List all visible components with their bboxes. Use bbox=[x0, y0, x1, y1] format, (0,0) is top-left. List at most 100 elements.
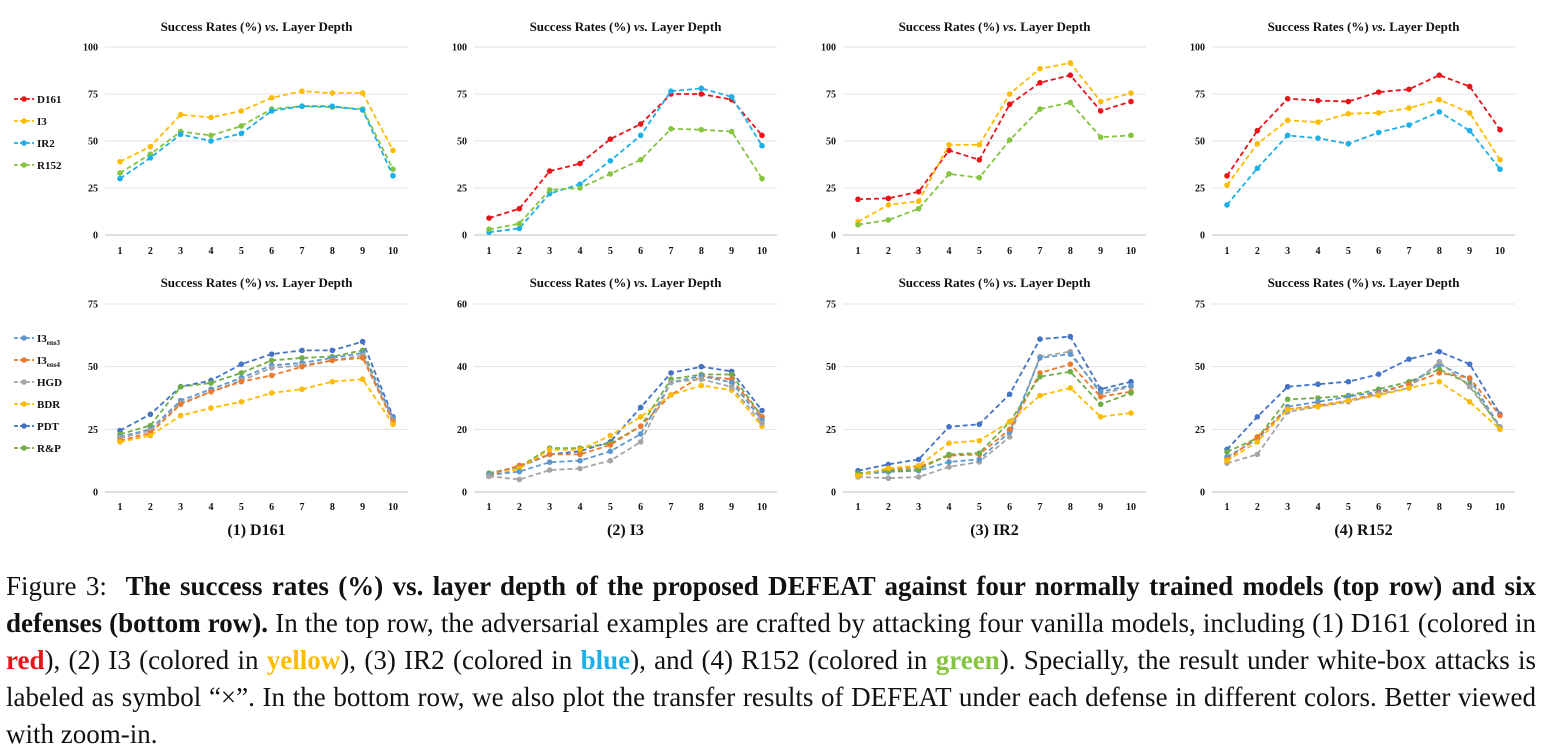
data-point bbox=[946, 440, 952, 446]
data-point bbox=[329, 357, 336, 364]
series-rp bbox=[855, 368, 1134, 477]
series-line bbox=[488, 384, 763, 478]
data-point bbox=[1497, 157, 1503, 163]
data-point bbox=[1067, 385, 1074, 391]
chart-title-vs: vs. bbox=[1372, 275, 1389, 290]
chart-panel-bottom-2: Success Rates (%) vs. Layer Depth 0 20 40 60… bbox=[457, 275, 777, 539]
legend-label-main: I3 bbox=[37, 355, 47, 367]
data-point bbox=[117, 175, 123, 182]
chart-panel-top-4: Success Rates (%) vs. Layer Depth0255075… bbox=[1190, 19, 1515, 257]
series-line bbox=[1226, 74, 1501, 177]
y-tick-label: 0 bbox=[462, 231, 467, 242]
data-point bbox=[1037, 336, 1043, 342]
series-r152 bbox=[855, 99, 1134, 228]
data-point bbox=[668, 88, 674, 94]
chart-title-prefix: Success Rates (%) bbox=[899, 275, 1003, 290]
data-point bbox=[976, 450, 983, 456]
data-point bbox=[1006, 91, 1013, 97]
legend-item: I3ens4 bbox=[14, 355, 61, 369]
y-tick-label: 50 bbox=[88, 362, 98, 373]
series-i3 bbox=[855, 60, 1134, 225]
chart-title-prefix: Success Rates (%) bbox=[161, 19, 265, 34]
data-point bbox=[637, 439, 644, 445]
y-tick-label: 50 bbox=[1195, 137, 1205, 148]
legend-item: R152 bbox=[14, 160, 62, 172]
data-point bbox=[117, 439, 123, 445]
legend-top: D161 I3 IR2 R152 bbox=[14, 94, 62, 172]
x-tick-label: 8 bbox=[699, 502, 704, 513]
subfigure-label: (2) I3 bbox=[607, 522, 644, 539]
data-point bbox=[390, 166, 396, 172]
x-tick-label: 4 bbox=[578, 502, 583, 513]
x-tick-label: 1 bbox=[1225, 502, 1230, 513]
series-line bbox=[857, 62, 1132, 223]
data-point bbox=[238, 370, 245, 376]
legend-swatch-marker bbox=[21, 140, 27, 146]
x-tick-label: 4 bbox=[947, 502, 952, 513]
data-point bbox=[759, 132, 765, 139]
y-tick-label: 25 bbox=[826, 184, 836, 195]
data-point bbox=[546, 451, 553, 458]
legend-label-main: PDT bbox=[37, 421, 60, 433]
data-point bbox=[1224, 182, 1230, 188]
y-tick-label: 50 bbox=[1195, 362, 1205, 373]
x-tick-label: 10 bbox=[1495, 246, 1505, 257]
data-point bbox=[268, 365, 275, 371]
data-point bbox=[577, 465, 583, 472]
legend-item: D161 bbox=[14, 94, 61, 106]
data-point bbox=[1497, 166, 1503, 172]
data-point bbox=[759, 407, 765, 414]
data-point bbox=[1006, 434, 1013, 440]
legend-item: HGD bbox=[14, 377, 62, 389]
data-point bbox=[855, 472, 861, 479]
data-point bbox=[1006, 426, 1013, 433]
data-point bbox=[238, 378, 245, 385]
series-i3ens3 bbox=[855, 351, 1134, 478]
caption-text-3: ), (3) IR2 (colored in bbox=[340, 645, 573, 675]
data-point bbox=[1006, 137, 1013, 143]
x-tick-label: 6 bbox=[1007, 502, 1012, 513]
subfigure-label: (4) R152 bbox=[1334, 522, 1392, 539]
data-point bbox=[915, 462, 922, 469]
x-tick-label: 10 bbox=[1126, 246, 1136, 257]
data-point bbox=[516, 220, 523, 227]
data-point bbox=[1375, 392, 1382, 399]
chart-title: Success Rates (%) vs. Layer Depth bbox=[161, 19, 354, 34]
legend-item: I3 bbox=[14, 116, 47, 128]
data-point bbox=[728, 94, 735, 100]
data-point bbox=[208, 388, 214, 395]
series-line bbox=[488, 375, 763, 476]
data-point bbox=[946, 459, 952, 465]
series-line bbox=[857, 335, 1132, 472]
legend-item: R&P bbox=[14, 443, 61, 455]
data-point bbox=[915, 474, 922, 480]
data-point bbox=[1345, 141, 1352, 147]
x-tick-label: 3 bbox=[547, 246, 552, 257]
legend-label: R152 bbox=[37, 160, 62, 172]
data-point bbox=[915, 205, 922, 212]
chart-title-vs: vs. bbox=[265, 19, 282, 34]
series-r152 bbox=[486, 125, 765, 233]
x-tick-label: 7 bbox=[1038, 246, 1043, 257]
legend-item: IR2 bbox=[14, 138, 55, 150]
caption-text-1: In the top row, the adversarial examples… bbox=[275, 608, 1537, 638]
caption-green-word: green bbox=[935, 645, 1000, 675]
x-tick-label: 2 bbox=[1255, 246, 1260, 257]
x-tick-label: 1 bbox=[118, 246, 123, 257]
data-point bbox=[1097, 401, 1104, 408]
y-tick-label: 75 bbox=[826, 90, 836, 101]
x-tick-label: 9 bbox=[1467, 246, 1472, 257]
series-bdr bbox=[1224, 378, 1503, 464]
x-tick-label: 9 bbox=[1098, 502, 1103, 513]
data-point bbox=[1406, 385, 1412, 391]
y-tick-label: 25 bbox=[88, 425, 98, 436]
x-tick-label: 4 bbox=[209, 246, 214, 257]
data-point bbox=[607, 457, 614, 464]
data-point bbox=[1466, 383, 1473, 390]
x-tick-label: 2 bbox=[148, 246, 153, 257]
legend-label-main: IR2 bbox=[37, 138, 55, 150]
data-point bbox=[1224, 457, 1230, 464]
y-tick-label: 25 bbox=[88, 184, 98, 195]
caption-red-word: red bbox=[6, 645, 45, 675]
legend-label: BDR bbox=[37, 399, 61, 411]
